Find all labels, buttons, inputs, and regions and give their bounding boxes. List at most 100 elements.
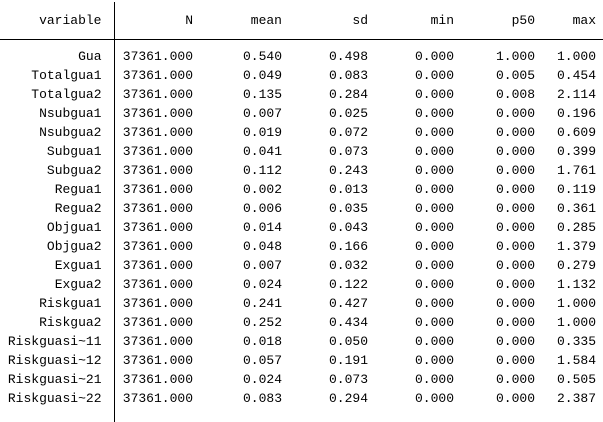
value-cell: 1.132 xyxy=(556,277,596,292)
table-row: Totalgua1 37361.000 0.049 0.083 0.000 0.005 0.… xyxy=(0,66,603,85)
value-cell: 37361.000 xyxy=(122,334,193,349)
value-cell: 0.049 xyxy=(242,68,282,83)
variable-name-cell: Subgua2 xyxy=(0,161,115,180)
value-cell: 0.000 xyxy=(414,258,454,273)
col-header-p50: p50 xyxy=(462,2,543,40)
variable-name-cell: Objgua1 xyxy=(0,218,115,237)
value-cell: 1.379 xyxy=(556,239,596,254)
value-cell: 0.361 xyxy=(556,201,596,216)
value-cell: 37361.000 xyxy=(122,87,193,102)
value-cell: 0.000 xyxy=(495,144,535,159)
table-bottom-rule xyxy=(0,408,603,422)
col-header-sd: sd xyxy=(290,2,376,40)
value-cell: 37361.000 xyxy=(122,391,193,406)
value-cell: 0.000 xyxy=(495,106,535,121)
value-cell: 0.000 xyxy=(495,258,535,273)
value-cell: 1.000 xyxy=(495,49,535,64)
value-cell: 0.434 xyxy=(328,315,368,330)
value-cell: 1.761 xyxy=(556,163,596,178)
table-row: Riskguasi~11 37361.000 0.018 0.050 0.000 0.00… xyxy=(0,332,603,351)
variable-name-cell: Riskgua2 xyxy=(0,313,115,332)
value-cell: 0.073 xyxy=(328,372,368,387)
value-cell: 37361.000 xyxy=(122,163,193,178)
value-cell: 0.609 xyxy=(556,125,596,140)
value-cell: 37361.000 xyxy=(122,49,193,64)
value-cell: 0.041 xyxy=(242,144,282,159)
table-body: Gua 37361.000 0.540 0.498 0.000 1.000 1.000 Tot… xyxy=(0,39,603,408)
value-cell: 0.498 xyxy=(328,49,368,64)
value-cell: 0.000 xyxy=(495,391,535,406)
value-cell: 0.196 xyxy=(556,106,596,121)
value-cell: 0.252 xyxy=(242,315,282,330)
value-cell: 1.000 xyxy=(556,315,596,330)
value-cell: 0.284 xyxy=(328,87,368,102)
value-cell: 0.008 xyxy=(495,87,535,102)
table-header: variable N mean sd min p50 max xyxy=(0,2,603,40)
col-header-n: N xyxy=(114,2,201,40)
value-cell: 0.035 xyxy=(328,201,368,216)
value-cell: 0.000 xyxy=(414,182,454,197)
table-row: Riskgua1 37361.000 0.241 0.427 0.000 0.000 1.0… xyxy=(0,294,603,313)
value-cell: 0.166 xyxy=(328,239,368,254)
value-cell: 0.335 xyxy=(556,334,596,349)
value-cell: 0.000 xyxy=(414,125,454,140)
value-cell: 0.119 xyxy=(556,182,596,197)
value-cell: 0.000 xyxy=(414,49,454,64)
value-cell: 0.000 xyxy=(495,296,535,311)
table-row: Riskgua2 37361.000 0.252 0.434 0.000 0.000 1.0… xyxy=(0,313,603,332)
value-cell: 0.072 xyxy=(328,125,368,140)
table-row: Riskguasi~22 37361.000 0.083 0.294 0.000 0.00… xyxy=(0,389,603,408)
table-row: Objgua2 37361.000 0.048 0.166 0.000 0.000 1.37… xyxy=(0,237,603,256)
value-cell: 2.387 xyxy=(556,391,596,406)
value-cell: 37361.000 xyxy=(122,258,193,273)
value-cell: 37361.000 xyxy=(122,220,193,235)
value-cell: 0.135 xyxy=(242,87,282,102)
value-cell: 37361.000 xyxy=(122,106,193,121)
value-cell: 0.000 xyxy=(414,315,454,330)
header-row: variable N mean sd min p50 max xyxy=(0,2,603,40)
value-cell: 0.000 xyxy=(495,372,535,387)
value-cell: 37361.000 xyxy=(122,372,193,387)
value-cell: 0.019 xyxy=(242,125,282,140)
variable-name-cell: Riskguasi~22 xyxy=(0,389,115,408)
value-cell: 0.000 xyxy=(495,334,535,349)
value-cell: 0.000 xyxy=(495,182,535,197)
value-cell: 37361.000 xyxy=(122,277,193,292)
value-cell: 0.006 xyxy=(242,201,282,216)
value-cell: 0.285 xyxy=(556,220,596,235)
value-cell: 0.191 xyxy=(328,353,368,368)
value-cell: 0.000 xyxy=(495,163,535,178)
value-cell: 0.427 xyxy=(328,296,368,311)
table-row: Subgua1 37361.000 0.041 0.073 0.000 0.000 0.39… xyxy=(0,142,603,161)
variable-name-cell: Totalgua1 xyxy=(0,66,115,85)
value-cell: 0.112 xyxy=(242,163,282,178)
value-cell: 37361.000 xyxy=(122,68,193,83)
value-cell: 37361.000 xyxy=(122,201,193,216)
value-cell: 0.057 xyxy=(242,353,282,368)
variable-name-cell: Riskgua1 xyxy=(0,294,115,313)
value-cell: 37361.000 xyxy=(122,125,193,140)
value-cell: 0.002 xyxy=(242,182,282,197)
value-cell: 0.279 xyxy=(556,258,596,273)
value-cell: 0.000 xyxy=(414,87,454,102)
value-cell: 0.243 xyxy=(328,163,368,178)
value-cell: 0.005 xyxy=(495,68,535,83)
variable-name-cell: Objgua2 xyxy=(0,237,115,256)
variable-name-cell: Exgua1 xyxy=(0,256,115,275)
value-cell: 0.043 xyxy=(328,220,368,235)
value-cell: 0.025 xyxy=(328,106,368,121)
value-cell: 1.000 xyxy=(556,296,596,311)
value-cell: 0.540 xyxy=(242,49,282,64)
value-cell: 0.024 xyxy=(242,372,282,387)
value-cell: 0.000 xyxy=(414,353,454,368)
table-row: Riskguasi~12 37361.000 0.057 0.191 0.000 0.00… xyxy=(0,351,603,370)
col-header-mean: mean xyxy=(201,2,290,40)
value-cell: 0.000 xyxy=(495,220,535,235)
value-cell: 0.000 xyxy=(414,163,454,178)
value-cell: 0.007 xyxy=(242,258,282,273)
value-cell: 37361.000 xyxy=(122,182,193,197)
value-cell: 0.083 xyxy=(242,391,282,406)
table-row: Gua 37361.000 0.540 0.498 0.000 1.000 1.000 xyxy=(0,39,603,66)
